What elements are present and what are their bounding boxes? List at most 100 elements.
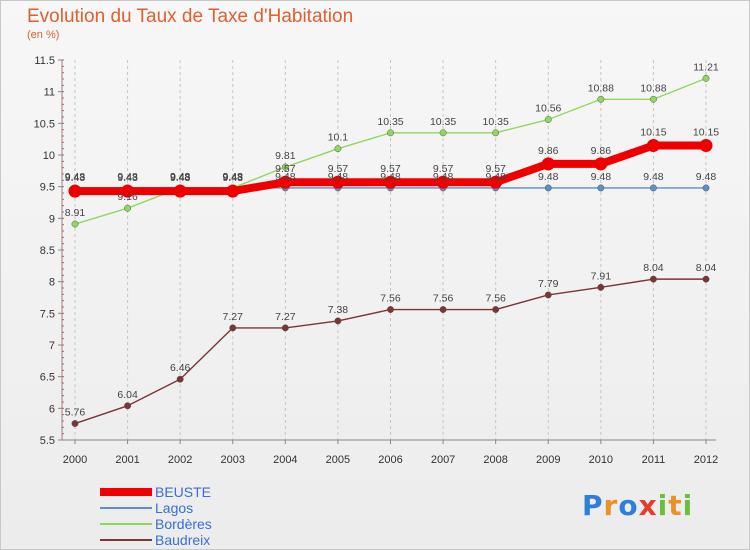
data-point xyxy=(597,184,605,192)
x-tick-label: 2012 xyxy=(694,454,718,466)
logo-letter: P xyxy=(582,489,604,522)
data-label: 9.48 xyxy=(591,171,612,183)
logo-letter: i xyxy=(682,489,694,522)
y-tick-label: 9 xyxy=(49,213,55,225)
data-label: 9.86 xyxy=(591,145,612,157)
data-point xyxy=(594,157,608,171)
legend-label: Lagos xyxy=(155,500,194,516)
data-point xyxy=(597,283,605,291)
legend-label: Baudreix xyxy=(155,532,211,548)
data-point xyxy=(384,175,397,189)
data-point xyxy=(492,129,500,137)
data-label: 7.38 xyxy=(328,304,349,316)
data-label: 6.46 xyxy=(170,362,191,374)
data-label: 9.48 xyxy=(643,171,664,183)
data-point xyxy=(71,220,79,228)
y-tick-label: 10.5 xyxy=(34,118,55,130)
data-point xyxy=(173,184,187,198)
data-point xyxy=(699,139,713,152)
data-point xyxy=(544,116,552,123)
data-label: 9.81 xyxy=(275,150,296,162)
data-label: 7.56 xyxy=(380,293,401,305)
data-point xyxy=(281,163,289,171)
data-point xyxy=(702,184,710,192)
data-label: 10.35 xyxy=(483,116,509,128)
data-point xyxy=(439,306,447,313)
data-label: 9.48 xyxy=(117,171,138,183)
legend-swatch xyxy=(100,488,152,496)
chart-unit: (en %) xyxy=(27,29,60,41)
data-label: 10.1 xyxy=(328,132,349,144)
data-label: 7.56 xyxy=(433,293,454,305)
logo-letter: t xyxy=(668,489,683,522)
y-tick-label: 6 xyxy=(49,403,55,415)
data-label: 9.48 xyxy=(328,171,349,183)
x-tick-label: 2008 xyxy=(483,454,507,466)
data-label: 10.15 xyxy=(693,127,719,139)
data-point xyxy=(124,402,132,410)
x-tick-label: 2005 xyxy=(326,454,350,466)
data-label: 10.56 xyxy=(535,103,561,115)
data-label: 9.48 xyxy=(170,171,191,183)
x-tick-label: 2009 xyxy=(536,454,560,466)
data-label: 9.86 xyxy=(538,145,559,157)
data-label: 9.43 xyxy=(117,172,138,184)
data-label: 9.48 xyxy=(275,171,296,183)
data-label: 10.88 xyxy=(588,82,614,94)
y-tick-label: 9.5 xyxy=(40,182,55,194)
x-tick-label: 2010 xyxy=(589,454,613,466)
logo-letter: o xyxy=(618,489,639,522)
legend-label: BEUSTE xyxy=(155,484,212,500)
data-label: 7.56 xyxy=(485,293,506,305)
data-label: 10.15 xyxy=(640,127,666,139)
y-tick-label: 8.5 xyxy=(40,245,55,257)
y-tick-label: 7 xyxy=(49,340,55,352)
data-point xyxy=(541,157,555,171)
data-point xyxy=(544,184,552,192)
logo-letter: x xyxy=(638,489,658,522)
data-point xyxy=(124,204,132,212)
data-point xyxy=(71,420,79,427)
data-labels: 5.76 6.04 6.46 7.27 7.27 7.38 7.56 7.56 7.56 7.79… xyxy=(65,61,720,418)
x-tick-label: 2007 xyxy=(431,454,455,466)
data-label: 9.48 xyxy=(538,171,559,183)
data-point xyxy=(489,175,503,189)
chart-title: Evolution du Taux de Taxe d'Habitation xyxy=(27,6,354,27)
y-tick-label: 11.5 xyxy=(34,55,55,67)
data-point xyxy=(702,74,710,82)
data-point xyxy=(281,324,289,332)
data-point xyxy=(492,306,500,313)
axes: 5.5 6 6.5 7 7.5 8 8.5 9 9.5 10 10.5 11 11.5 2000 2001 2… xyxy=(34,55,719,466)
data-point xyxy=(176,375,184,383)
data-label: 9.48 xyxy=(380,171,401,183)
data-label: 8.04 xyxy=(696,262,717,274)
data-label: 9.48 xyxy=(696,171,717,183)
data-label: 9.16 xyxy=(117,191,138,203)
y-tick-label: 5.5 xyxy=(40,435,55,447)
data-label: 8.91 xyxy=(65,207,86,219)
data-label: 9.43 xyxy=(170,172,191,184)
y-tick-label: 7.5 xyxy=(40,308,55,320)
data-label: 9.48 xyxy=(170,171,191,183)
data-label: 8.04 xyxy=(643,262,664,274)
data-label: 9.48 xyxy=(433,171,454,183)
x-tick-label: 2006 xyxy=(378,454,402,466)
logo-letter: r xyxy=(603,489,619,522)
data-label: 7.91 xyxy=(591,270,612,282)
data-point xyxy=(597,95,605,103)
data-point xyxy=(334,145,342,153)
data-label: 6.04 xyxy=(117,389,138,401)
data-label: 10.88 xyxy=(640,82,666,94)
x-tick-label: 2004 xyxy=(273,454,297,466)
data-point xyxy=(229,324,237,332)
data-point xyxy=(702,275,710,283)
data-label: 9.43 xyxy=(223,172,244,184)
data-point xyxy=(331,175,345,189)
x-tick-label: 2011 xyxy=(642,454,666,466)
x-tick-label: 2003 xyxy=(221,454,245,466)
data-point xyxy=(226,184,240,198)
legend-label: Bordères xyxy=(155,516,212,532)
data-point xyxy=(649,95,657,103)
